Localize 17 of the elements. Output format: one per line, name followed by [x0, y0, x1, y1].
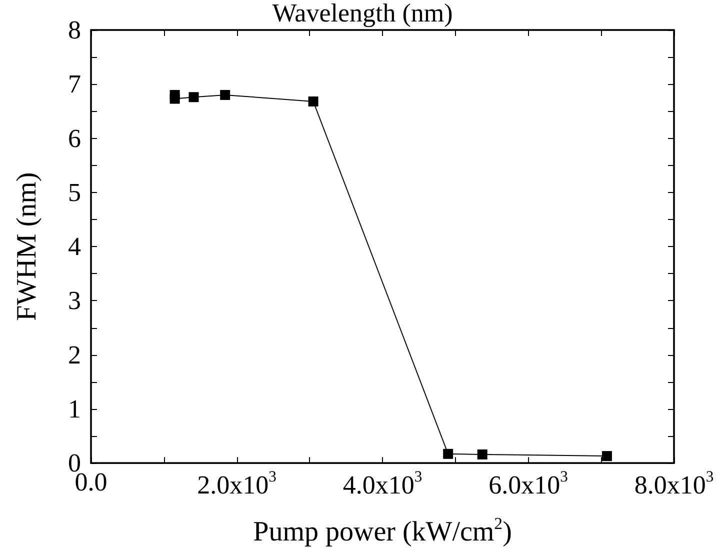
point — [477, 449, 488, 460]
y-tick-label: 3 — [68, 286, 81, 316]
y-tick-label: 1 — [68, 394, 81, 424]
point — [170, 94, 180, 104]
point — [188, 92, 199, 102]
text: Wavelength (nm) — [272, 0, 453, 28]
y-axis-title: FWHM (nm) — [12, 172, 42, 321]
y-tick-label: 2 — [68, 340, 81, 370]
point — [308, 96, 318, 106]
y-tick-label: 6 — [68, 124, 81, 153]
y-tick-label: 7 — [68, 70, 81, 99]
y-tick-label: 5 — [68, 178, 81, 207]
y-tick-label: 4 — [68, 232, 81, 262]
point — [220, 90, 230, 100]
point — [602, 451, 612, 462]
point — [443, 448, 454, 459]
y-tick-label: 8 — [68, 16, 81, 44]
